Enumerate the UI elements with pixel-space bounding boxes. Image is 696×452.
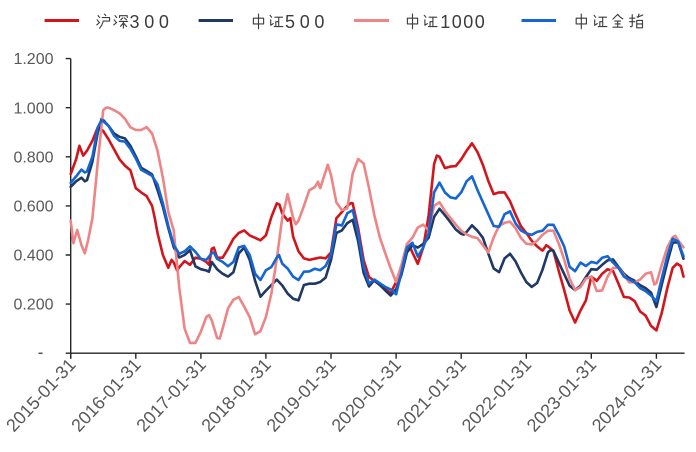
svg-text:0.200: 0.200 xyxy=(13,297,53,314)
svg-text:1000: 1000 xyxy=(440,12,486,32)
svg-text:0.800: 0.800 xyxy=(13,149,53,166)
svg-text:0.600: 0.600 xyxy=(13,199,53,216)
svg-text:0.400: 0.400 xyxy=(13,248,53,265)
svg-text:1.000: 1.000 xyxy=(13,100,53,117)
svg-text:500: 500 xyxy=(285,12,329,32)
svg-text:1.200: 1.200 xyxy=(13,51,53,68)
svg-text:300: 300 xyxy=(130,12,174,32)
